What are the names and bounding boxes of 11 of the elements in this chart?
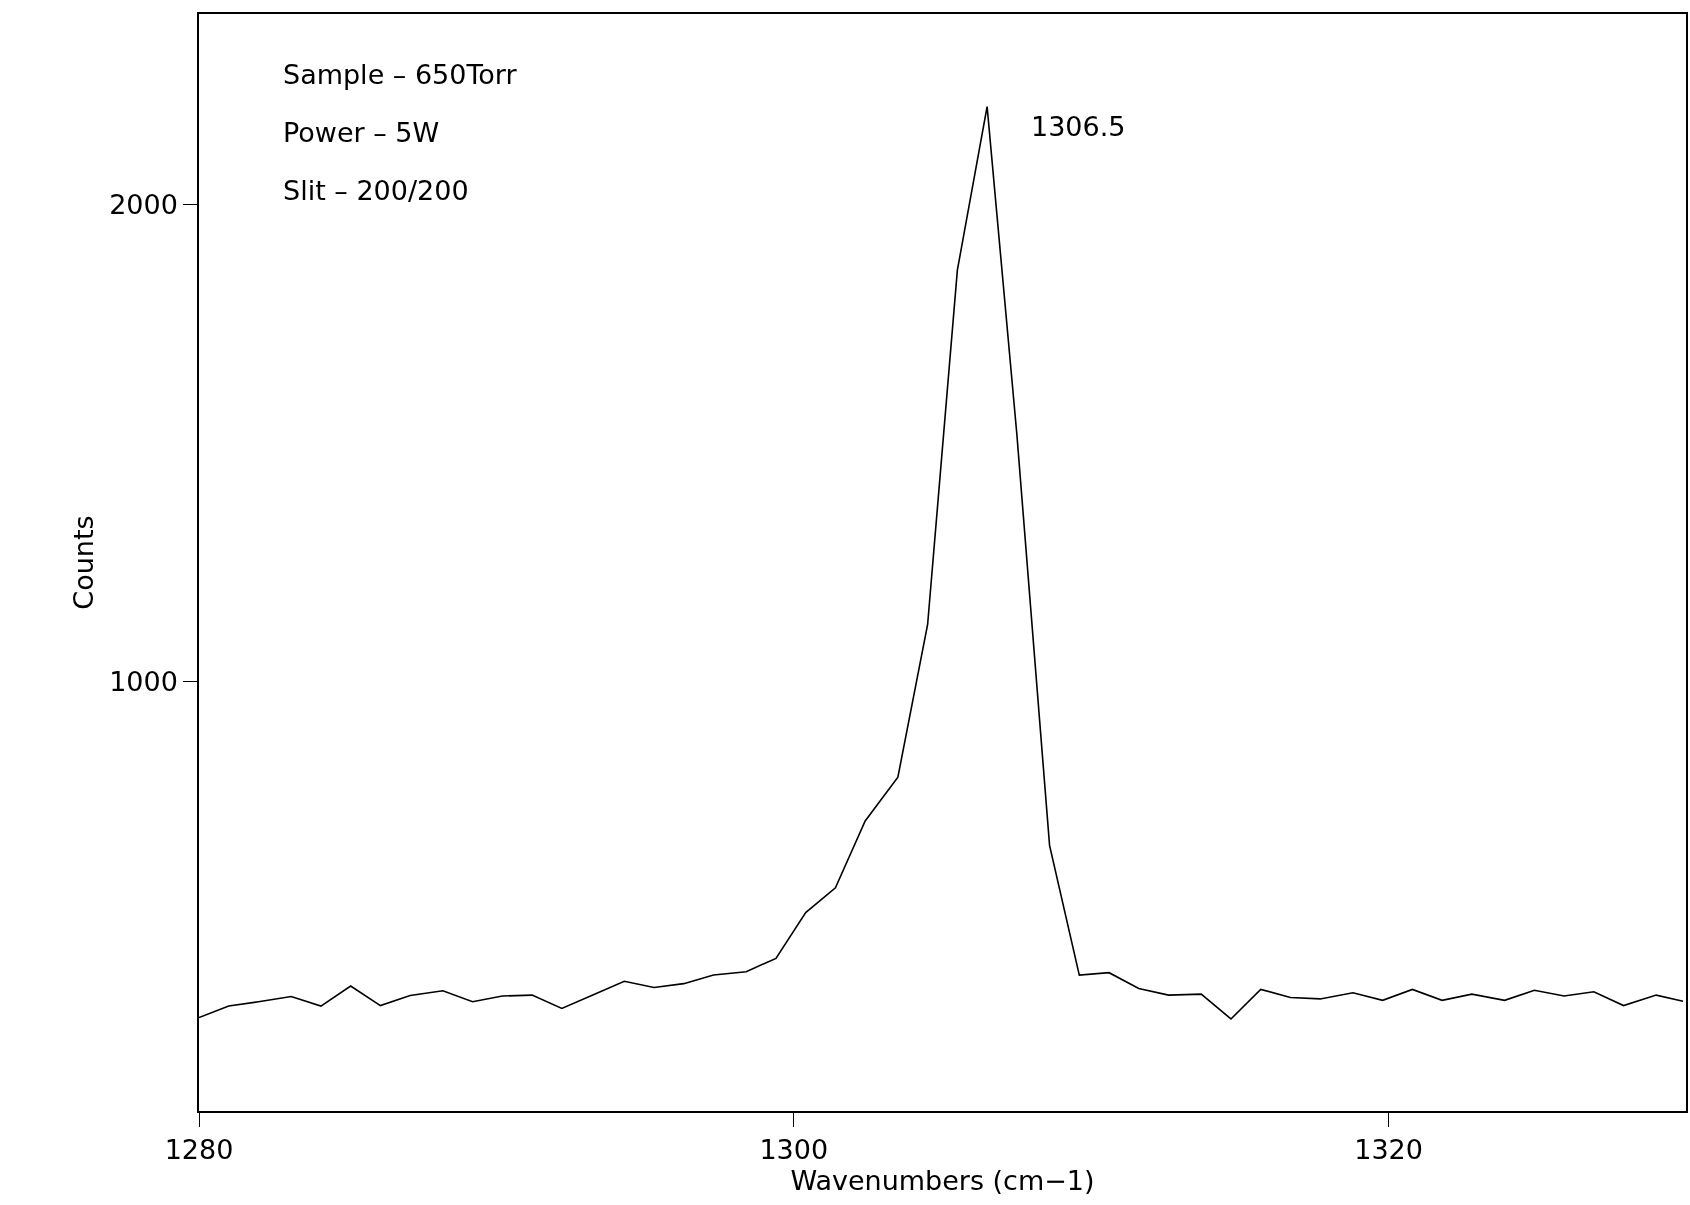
x-tick-label: 1300 xyxy=(759,1134,829,1166)
y-tick-label: 2000 xyxy=(109,189,178,221)
annotation: Slit – 200/200 xyxy=(283,175,469,206)
x-tick-label: 1280 xyxy=(164,1134,234,1166)
y-tick-label: 1000 xyxy=(109,666,178,698)
annotation: Power – 5W xyxy=(283,117,440,148)
x-axis-title: Wavenumbers (cm−1) xyxy=(790,1165,1095,1197)
annotation: Sample – 650Torr xyxy=(283,59,518,90)
annotation: 1306.5 xyxy=(1031,111,1126,142)
y-axis-title: Counts xyxy=(67,515,99,610)
x-tick-label: 1320 xyxy=(1354,1134,1423,1166)
